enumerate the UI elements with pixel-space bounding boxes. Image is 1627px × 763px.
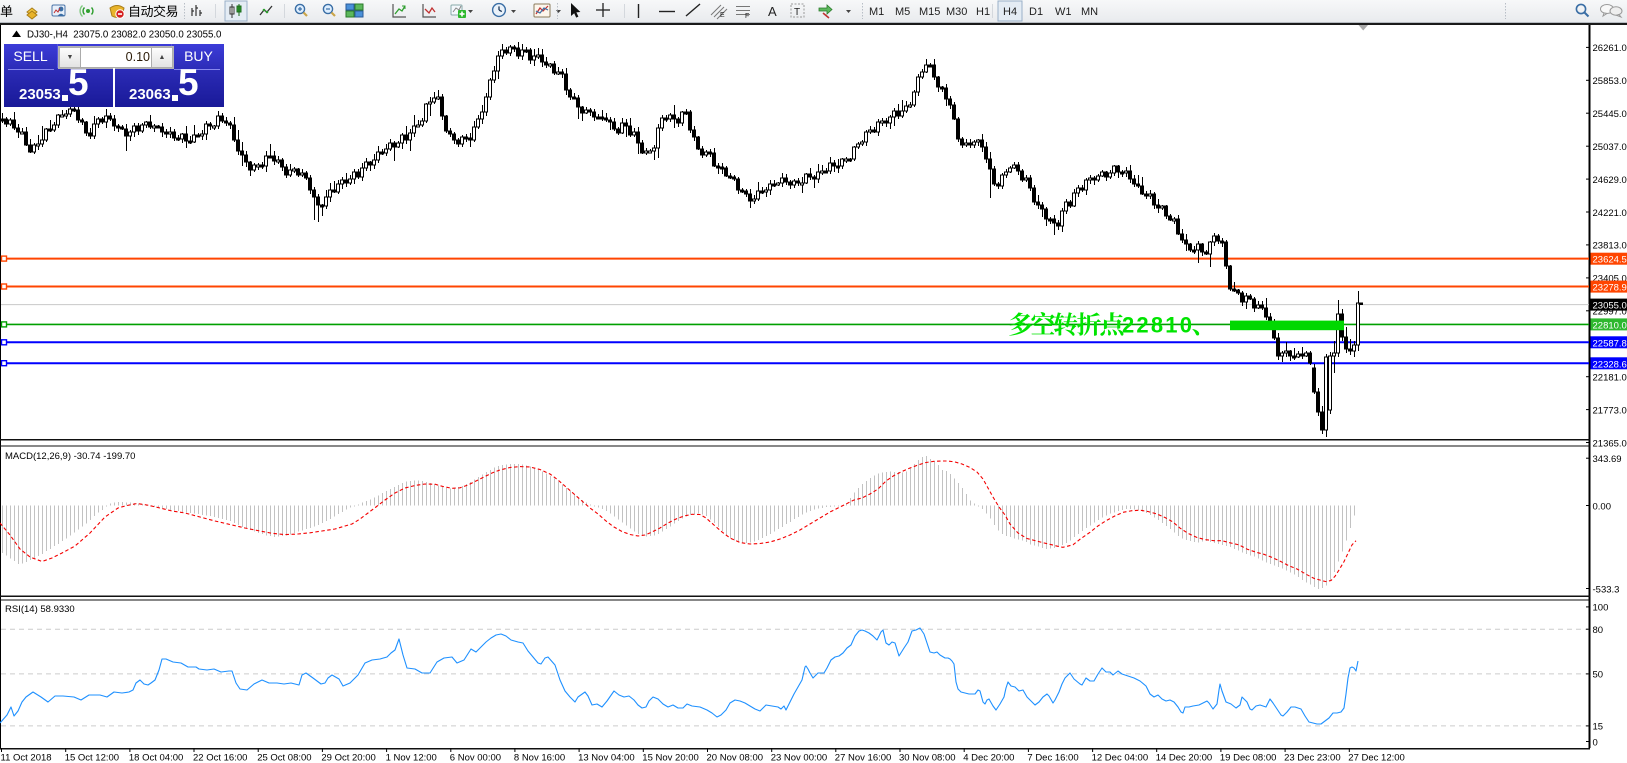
svg-text:1 Nov 12:00: 1 Nov 12:00: [386, 753, 437, 763]
svg-text:50: 50: [1593, 670, 1604, 681]
svg-text:M30: M30: [946, 6, 967, 18]
svg-text:343.69: 343.69: [1593, 454, 1622, 465]
svg-text:22 Oct 16:00: 22 Oct 16:00: [193, 753, 247, 763]
svg-text:DJ30-,H4 23075.0 23082.0 2305: DJ30-,H4 23075.0 23082.0 23050.0 23055.0: [27, 30, 222, 41]
svg-text:30 Nov 08:00: 30 Nov 08:00: [899, 753, 956, 763]
svg-text:MACD(12,26,9) -30.74 -199.70: MACD(12,26,9) -30.74 -199.70: [5, 451, 135, 462]
svg-text:26261.0: 26261.0: [1593, 43, 1627, 54]
svg-text:W1: W1: [1055, 6, 1072, 18]
svg-text:F: F: [745, 13, 749, 20]
svg-text:23813.0: 23813.0: [1593, 241, 1627, 252]
svg-text:23 Dec 23:00: 23 Dec 23:00: [1284, 753, 1341, 763]
svg-text:25037.0: 25037.0: [1593, 142, 1627, 153]
svg-text:27 Dec 12:00: 27 Dec 12:00: [1348, 753, 1405, 763]
svg-text:25 Oct 08:00: 25 Oct 08:00: [257, 753, 311, 763]
svg-text:23405.0: 23405.0: [1593, 274, 1627, 285]
svg-text:25445.0: 25445.0: [1593, 109, 1627, 120]
svg-text:25853.0: 25853.0: [1593, 76, 1627, 87]
svg-text:23624.5: 23624.5: [1593, 255, 1627, 266]
svg-text:100: 100: [1593, 603, 1609, 614]
svg-text:M5: M5: [895, 6, 910, 18]
svg-text:15 Oct 12:00: 15 Oct 12:00: [65, 753, 119, 763]
svg-text:22997.0: 22997.0: [1593, 307, 1627, 318]
svg-text:80: 80: [1593, 625, 1604, 636]
svg-text:22328.6: 22328.6: [1593, 359, 1627, 370]
svg-text:22810.0: 22810.0: [1593, 320, 1627, 331]
svg-text:27 Nov 16:00: 27 Nov 16:00: [835, 753, 892, 763]
svg-text:H1: H1: [976, 6, 990, 18]
svg-text:23 Nov 00:00: 23 Nov 00:00: [771, 753, 828, 763]
svg-text:21365.0: 21365.0: [1593, 438, 1627, 449]
svg-text:M1: M1: [869, 6, 884, 18]
svg-text:29 Oct 20:00: 29 Oct 20:00: [321, 753, 375, 763]
svg-text:A: A: [768, 4, 777, 19]
svg-text:21773.0: 21773.0: [1593, 405, 1627, 416]
svg-text:15 Nov 20:00: 15 Nov 20:00: [642, 753, 699, 763]
svg-text:0.00: 0.00: [1593, 501, 1612, 512]
svg-text:E: E: [720, 12, 725, 19]
svg-text:RSI(14) 58.9330: RSI(14) 58.9330: [5, 604, 75, 615]
svg-text:-533.3: -533.3: [1593, 584, 1620, 595]
svg-text:M15: M15: [919, 6, 940, 18]
svg-text:D1: D1: [1029, 6, 1043, 18]
svg-text:24629.0: 24629.0: [1593, 175, 1627, 186]
svg-text:14 Dec 20:00: 14 Dec 20:00: [1156, 753, 1213, 763]
svg-text:7 Dec 16:00: 7 Dec 16:00: [1027, 753, 1078, 763]
svg-text:23278.9: 23278.9: [1593, 283, 1627, 294]
svg-text:22181.0: 22181.0: [1593, 373, 1627, 384]
svg-text:23055.0: 23055.0: [1593, 301, 1627, 312]
svg-text:15: 15: [1593, 722, 1604, 733]
svg-text:20 Nov 08:00: 20 Nov 08:00: [707, 753, 764, 763]
svg-text:4 Dec 20:00: 4 Dec 20:00: [963, 753, 1014, 763]
svg-text:19 Dec 08:00: 19 Dec 08:00: [1220, 753, 1277, 763]
svg-text:22587.8: 22587.8: [1593, 338, 1627, 349]
svg-text:24221.0: 24221.0: [1593, 208, 1627, 219]
svg-text:22810: 22810: [1122, 313, 1194, 338]
svg-text:T: T: [794, 7, 800, 18]
svg-text:8 Nov 16:00: 8 Nov 16:00: [514, 753, 565, 763]
svg-text:13 Nov 04:00: 13 Nov 04:00: [578, 753, 635, 763]
svg-text:11 Oct 2018: 11 Oct 2018: [1, 753, 52, 763]
svg-text:0: 0: [1593, 737, 1598, 748]
svg-text:6 Nov 00:00: 6 Nov 00:00: [450, 753, 501, 763]
svg-text:MN: MN: [1081, 6, 1098, 18]
svg-text:18 Oct 04:00: 18 Oct 04:00: [129, 753, 183, 763]
svg-text:12 Dec 04:00: 12 Dec 04:00: [1092, 753, 1149, 763]
svg-text:H4: H4: [1003, 6, 1017, 18]
